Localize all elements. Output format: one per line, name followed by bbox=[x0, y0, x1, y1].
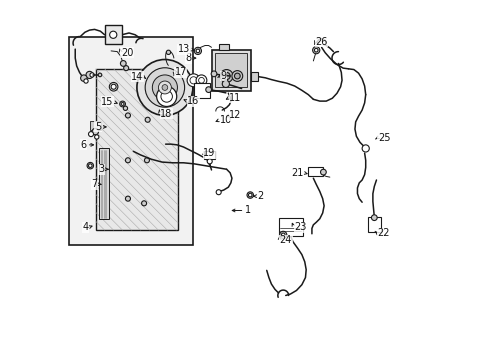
Circle shape bbox=[152, 75, 177, 100]
Circle shape bbox=[125, 158, 130, 163]
Text: 11: 11 bbox=[229, 93, 241, 103]
Circle shape bbox=[92, 129, 99, 135]
Text: 23: 23 bbox=[293, 222, 306, 232]
Circle shape bbox=[196, 75, 206, 86]
Bar bbox=[218, 44, 229, 50]
Circle shape bbox=[162, 85, 167, 90]
Bar bbox=[104, 25, 122, 44]
Bar bbox=[278, 219, 303, 235]
Text: 9: 9 bbox=[220, 71, 226, 81]
Text: 12: 12 bbox=[229, 111, 242, 121]
Text: 4: 4 bbox=[82, 222, 88, 232]
Text: 1: 1 bbox=[244, 206, 250, 216]
Bar bbox=[89, 121, 101, 130]
Circle shape bbox=[198, 77, 204, 83]
Circle shape bbox=[83, 79, 88, 83]
Circle shape bbox=[231, 71, 242, 81]
Circle shape bbox=[190, 77, 197, 84]
Circle shape bbox=[248, 193, 251, 197]
Text: 17: 17 bbox=[174, 67, 186, 77]
Circle shape bbox=[88, 132, 93, 136]
Text: 18: 18 bbox=[160, 109, 172, 119]
Circle shape bbox=[125, 113, 130, 118]
Circle shape bbox=[125, 196, 130, 201]
Circle shape bbox=[144, 158, 149, 163]
Circle shape bbox=[109, 82, 118, 91]
Text: 26: 26 bbox=[315, 37, 327, 47]
Circle shape bbox=[145, 117, 150, 122]
Text: 10: 10 bbox=[220, 115, 232, 125]
Circle shape bbox=[81, 75, 87, 81]
Circle shape bbox=[123, 106, 127, 111]
Circle shape bbox=[207, 159, 212, 164]
Circle shape bbox=[194, 47, 201, 54]
Text: 3: 3 bbox=[98, 164, 104, 174]
Circle shape bbox=[142, 201, 146, 206]
Bar bbox=[308, 167, 322, 176]
Circle shape bbox=[223, 72, 230, 80]
Circle shape bbox=[87, 162, 93, 169]
Text: 19: 19 bbox=[203, 148, 215, 158]
Bar bbox=[69, 37, 193, 244]
Circle shape bbox=[120, 60, 126, 66]
Circle shape bbox=[220, 69, 233, 82]
Circle shape bbox=[234, 73, 240, 79]
Text: 7: 7 bbox=[91, 179, 97, 189]
Circle shape bbox=[120, 101, 125, 107]
Text: 15: 15 bbox=[101, 97, 113, 107]
Text: 16: 16 bbox=[187, 96, 199, 106]
Circle shape bbox=[362, 145, 368, 152]
Circle shape bbox=[320, 169, 325, 175]
Circle shape bbox=[137, 59, 192, 116]
Circle shape bbox=[145, 69, 150, 74]
Circle shape bbox=[123, 66, 128, 71]
Bar bbox=[96, 69, 178, 230]
Circle shape bbox=[312, 46, 319, 54]
Bar bbox=[99, 148, 109, 220]
Circle shape bbox=[222, 80, 229, 87]
Circle shape bbox=[211, 71, 217, 77]
Text: 21: 21 bbox=[291, 168, 303, 178]
Circle shape bbox=[109, 31, 117, 39]
Circle shape bbox=[88, 164, 92, 167]
Circle shape bbox=[196, 49, 199, 53]
Circle shape bbox=[314, 48, 317, 52]
Text: 5: 5 bbox=[95, 122, 101, 132]
Bar bbox=[204, 151, 215, 159]
Circle shape bbox=[86, 71, 93, 78]
Circle shape bbox=[246, 192, 253, 198]
Circle shape bbox=[371, 215, 376, 221]
Circle shape bbox=[121, 103, 124, 105]
Text: 13: 13 bbox=[177, 44, 190, 54]
Circle shape bbox=[205, 87, 211, 93]
Bar bbox=[367, 217, 380, 232]
Circle shape bbox=[94, 135, 99, 139]
Text: 22: 22 bbox=[376, 228, 389, 238]
Circle shape bbox=[187, 74, 200, 87]
Bar bbox=[250, 72, 258, 81]
Circle shape bbox=[216, 190, 221, 195]
Bar bbox=[193, 83, 209, 98]
Circle shape bbox=[145, 68, 184, 107]
Circle shape bbox=[90, 73, 94, 77]
Text: 25: 25 bbox=[377, 133, 389, 143]
Text: 14: 14 bbox=[131, 72, 143, 82]
Circle shape bbox=[161, 91, 172, 102]
Circle shape bbox=[111, 84, 116, 89]
Text: 8: 8 bbox=[185, 53, 191, 63]
Bar bbox=[215, 53, 247, 87]
Circle shape bbox=[281, 233, 285, 237]
Circle shape bbox=[156, 86, 176, 107]
Circle shape bbox=[98, 73, 102, 77]
Text: 24: 24 bbox=[279, 235, 291, 245]
Text: 6: 6 bbox=[81, 140, 86, 150]
Text: 2: 2 bbox=[257, 191, 263, 201]
Circle shape bbox=[279, 231, 286, 238]
Text: 20: 20 bbox=[121, 48, 133, 58]
Bar bbox=[211, 50, 250, 91]
Circle shape bbox=[158, 81, 171, 94]
Circle shape bbox=[166, 50, 170, 54]
